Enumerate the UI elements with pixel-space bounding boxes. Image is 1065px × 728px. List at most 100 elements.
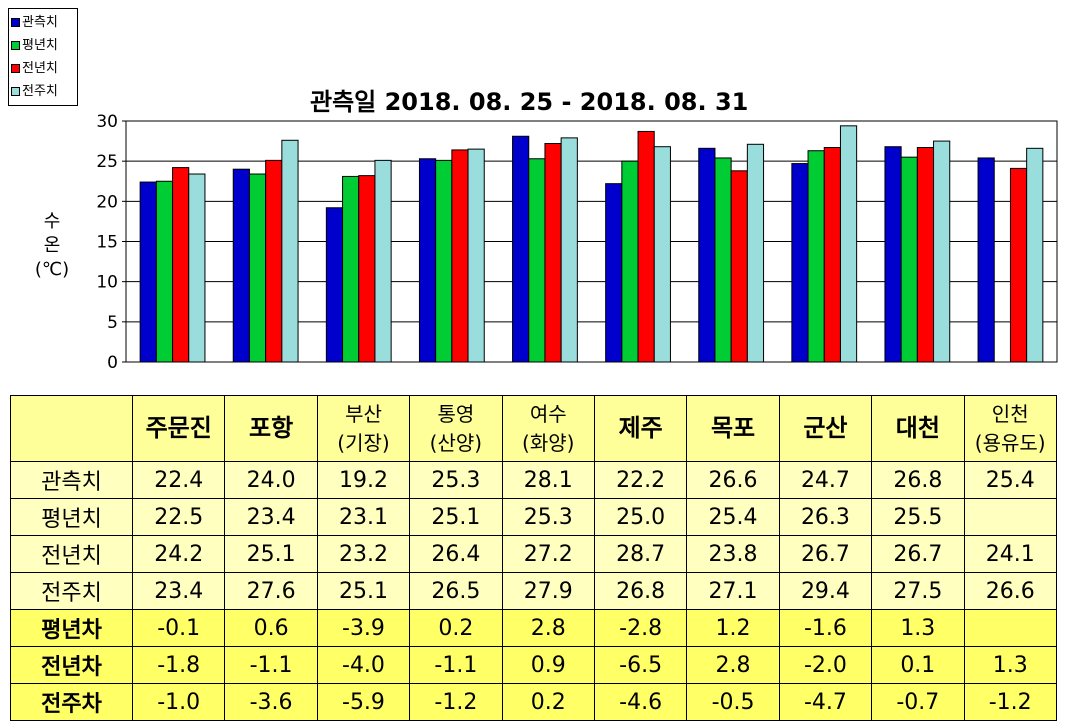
table-cell: -3.6 [224, 683, 318, 721]
table-cell: 27.9 [501, 572, 595, 610]
y-tick-label: 15 [96, 233, 118, 253]
table-cell: 24.2 [131, 535, 226, 573]
station-header: 인천 (용유도) [963, 395, 1057, 462]
bar [435, 159, 453, 363]
row-label: 평년치 [10, 498, 133, 536]
table-cell: 25.1 [316, 572, 411, 610]
table-cell: 26.4 [409, 535, 503, 573]
table-cell: 23.4 [131, 572, 226, 610]
table-cell: 22.2 [593, 461, 688, 499]
bar [544, 142, 562, 363]
table-row: 전년치 24.2 25.1 23.2 26.4 27.2 28.7 23.8 26.7 26.7 2… [10, 535, 1057, 573]
table-cell: 25.0 [593, 498, 688, 536]
legend-label: 평년치 [22, 38, 58, 53]
bar [358, 175, 376, 363]
y-tick-label: 20 [96, 192, 118, 212]
table-cell: 28.1 [501, 461, 595, 499]
bar [746, 143, 765, 363]
table-cell: 27.1 [686, 572, 780, 610]
bar [637, 130, 655, 363]
legend-label: 전주치 [22, 84, 58, 99]
table-cell: -1.1 [409, 646, 503, 684]
table-row: 전년차 -1.8 -1.1 -4.0 -1.1 0.9 -6.5 2.8 -2.0 0.1 1.3 [10, 646, 1057, 684]
table-row: 평년치 22.5 23.4 23.1 25.1 25.3 25.0 25.4 26.3 25.5 [10, 498, 1057, 536]
table-cell: 23.2 [316, 535, 411, 573]
table-cell: 0.2 [501, 683, 595, 721]
bar [698, 147, 716, 363]
station-header: 제주 [593, 395, 688, 462]
table-cell: -4.7 [778, 683, 873, 721]
table-cell: -3.9 [316, 609, 411, 647]
table-cell: 19.2 [316, 461, 411, 499]
table-cell: 26.6 [686, 461, 780, 499]
bar [248, 173, 267, 363]
table-cell: 0.6 [224, 609, 318, 647]
legend-swatch [11, 64, 20, 73]
table-cell: 26.8 [871, 461, 965, 499]
station-header: 군산 [778, 395, 873, 462]
table-cell: 24.7 [778, 461, 873, 499]
legend-swatch [11, 18, 20, 27]
table-cell: 26.6 [963, 572, 1057, 610]
row-label: 전년차 [10, 646, 133, 684]
bar [172, 167, 190, 363]
y-tick-label: 0 [107, 353, 118, 373]
table-cell: 27.2 [501, 535, 595, 573]
table-cell: -4.0 [316, 646, 411, 684]
table-cell: -2.0 [778, 646, 873, 684]
table-corner-cell [10, 395, 133, 462]
bar [265, 159, 283, 363]
table-cell: 22.4 [131, 461, 226, 499]
table-cell: 28.7 [593, 535, 688, 573]
legend-label: 전년치 [22, 61, 58, 76]
table-cell: 23.1 [316, 498, 411, 536]
table-cell: 26.7 [778, 535, 873, 573]
legend-item: 전주치 [11, 80, 77, 103]
table-cell: -0.7 [871, 683, 965, 721]
y-tick-label: 10 [96, 273, 118, 293]
bar [791, 163, 809, 363]
bar [621, 160, 639, 363]
table-cell: 1.2 [686, 609, 780, 647]
table-cell: -1.2 [963, 683, 1057, 721]
table-cell: -2.8 [593, 609, 688, 647]
row-label: 전년치 [10, 535, 133, 573]
bar [139, 181, 157, 363]
station-header: 목포 [686, 395, 780, 462]
table-cell [963, 609, 1057, 647]
table-cell: 25.4 [963, 461, 1057, 499]
table-cell: -0.5 [686, 683, 780, 721]
bar [232, 168, 250, 363]
bar [560, 137, 578, 363]
chart-title: 관측일 2018. 08. 25 - 2018. 08. 31 [310, 88, 749, 116]
table-cell: 27.6 [224, 572, 318, 610]
bar [1009, 167, 1028, 363]
bar [933, 140, 951, 363]
bar [900, 156, 918, 363]
bar [605, 183, 623, 363]
bar [1026, 147, 1044, 363]
bar [839, 125, 858, 363]
table-cell: -1.2 [409, 683, 503, 721]
bar [714, 157, 732, 363]
row-label: 전주치 [10, 572, 133, 610]
bar [512, 135, 530, 363]
bar [528, 158, 546, 363]
bar [374, 159, 392, 363]
table-cell: 25.3 [501, 498, 595, 536]
y-tick-label: 25 [96, 152, 118, 172]
table-cell [963, 498, 1057, 536]
bar [730, 170, 748, 363]
table-row: 관측치 22.4 24.0 19.2 25.3 28.1 22.2 26.6 24.7 26.8 2… [10, 461, 1057, 499]
row-label: 전주차 [10, 683, 133, 721]
table-cell: 0.1 [871, 646, 965, 684]
table-cell: 1.3 [871, 609, 965, 647]
table-row: 전주차 -1.0 -3.6 -5.9 -1.2 0.2 -4.6 -0.5 -4.7 -0.7 -1… [10, 683, 1057, 721]
row-label: 관측치 [10, 461, 133, 499]
legend-item: 전년치 [11, 57, 77, 80]
bar [155, 180, 174, 363]
data-table: 주문진 포항 부산 (기장) 통영 (산양) 여수 (화양) 제주 목포 군산 대천 인천 (용유도) 관측… [10, 395, 1057, 721]
table-cell: -1.6 [778, 609, 873, 647]
table-cell: -6.5 [593, 646, 688, 684]
table-cell: 23.4 [224, 498, 318, 536]
